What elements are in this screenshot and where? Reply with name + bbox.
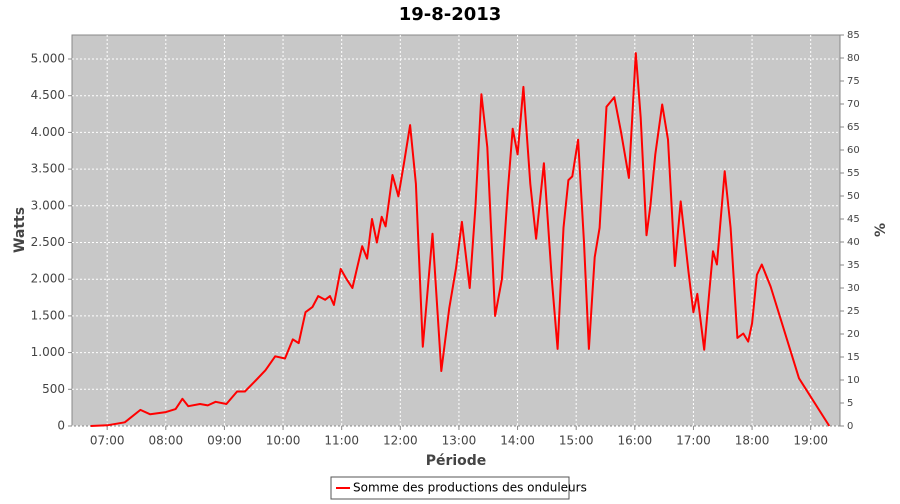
y2-tick-label: 75 [847,76,860,87]
y2-tick-label: 55 [847,168,860,179]
y-tick-label: 2.000 [31,272,65,286]
chart-title: 19-8-2013 [399,4,502,25]
y2-tick-label: 0 [847,421,853,432]
x-tick-label: 16:00 [618,434,653,448]
y2-tick-label: 80 [847,53,860,64]
y-tick-label: 0 [57,419,65,433]
y-tick-label: 4.500 [31,88,65,102]
x-tick-label: 15:00 [559,434,594,448]
y-tick-label: 3.500 [31,162,65,176]
y2-tick-label: 35 [847,260,860,271]
y2-tick-label: 30 [847,283,860,294]
y2-tick-label: 70 [847,99,860,110]
y2-tick-label: 25 [847,306,860,317]
y-tick-label: 4.000 [31,125,65,139]
x-tick-label: 08:00 [149,434,184,448]
y2-tick-label: 20 [847,329,860,340]
y-tick-label: 5.000 [31,52,65,66]
y2-tick-label: 5 [847,398,853,409]
x-tick-label: 11:00 [324,434,359,448]
y2-axis-title: % [873,223,889,237]
y2-tick-label: 10 [847,375,860,386]
y2-tick-label: 85 [847,30,860,41]
x-tick-label: 12:00 [383,434,418,448]
y2-tick-label: 65 [847,122,860,133]
y2-tick-label: 60 [847,145,860,156]
x-tick-label: 13:00 [442,434,477,448]
x-tick-label: 14:00 [500,434,535,448]
x-tick-label: 07:00 [90,434,125,448]
y2-tick-label: 15 [847,352,860,363]
y-tick-label: 1.000 [31,345,65,359]
y-tick-label: 1.500 [31,308,65,322]
y-axis-title: Watts [12,207,28,253]
y-tick-label: 500 [42,382,65,396]
legend-label: Somme des productions des onduleurs [353,481,587,495]
y-tick-label: 3.000 [31,198,65,212]
y-tick-label: 2.500 [31,235,65,249]
legend [330,476,570,500]
x-tick-label: 18:00 [735,434,770,448]
y2-tick-label: 40 [847,237,860,248]
x-tick-label: 10:00 [266,434,301,448]
x-tick-label: 19:00 [793,434,828,448]
plot-area [71,34,841,427]
y2-tick-label: 45 [847,214,860,225]
x-tick-label: 09:00 [207,434,242,448]
x-axis-title: Période [426,453,487,469]
x-tick-label: 17:00 [676,434,711,448]
line-series [90,52,831,427]
y2-tick-label: 50 [847,191,860,202]
